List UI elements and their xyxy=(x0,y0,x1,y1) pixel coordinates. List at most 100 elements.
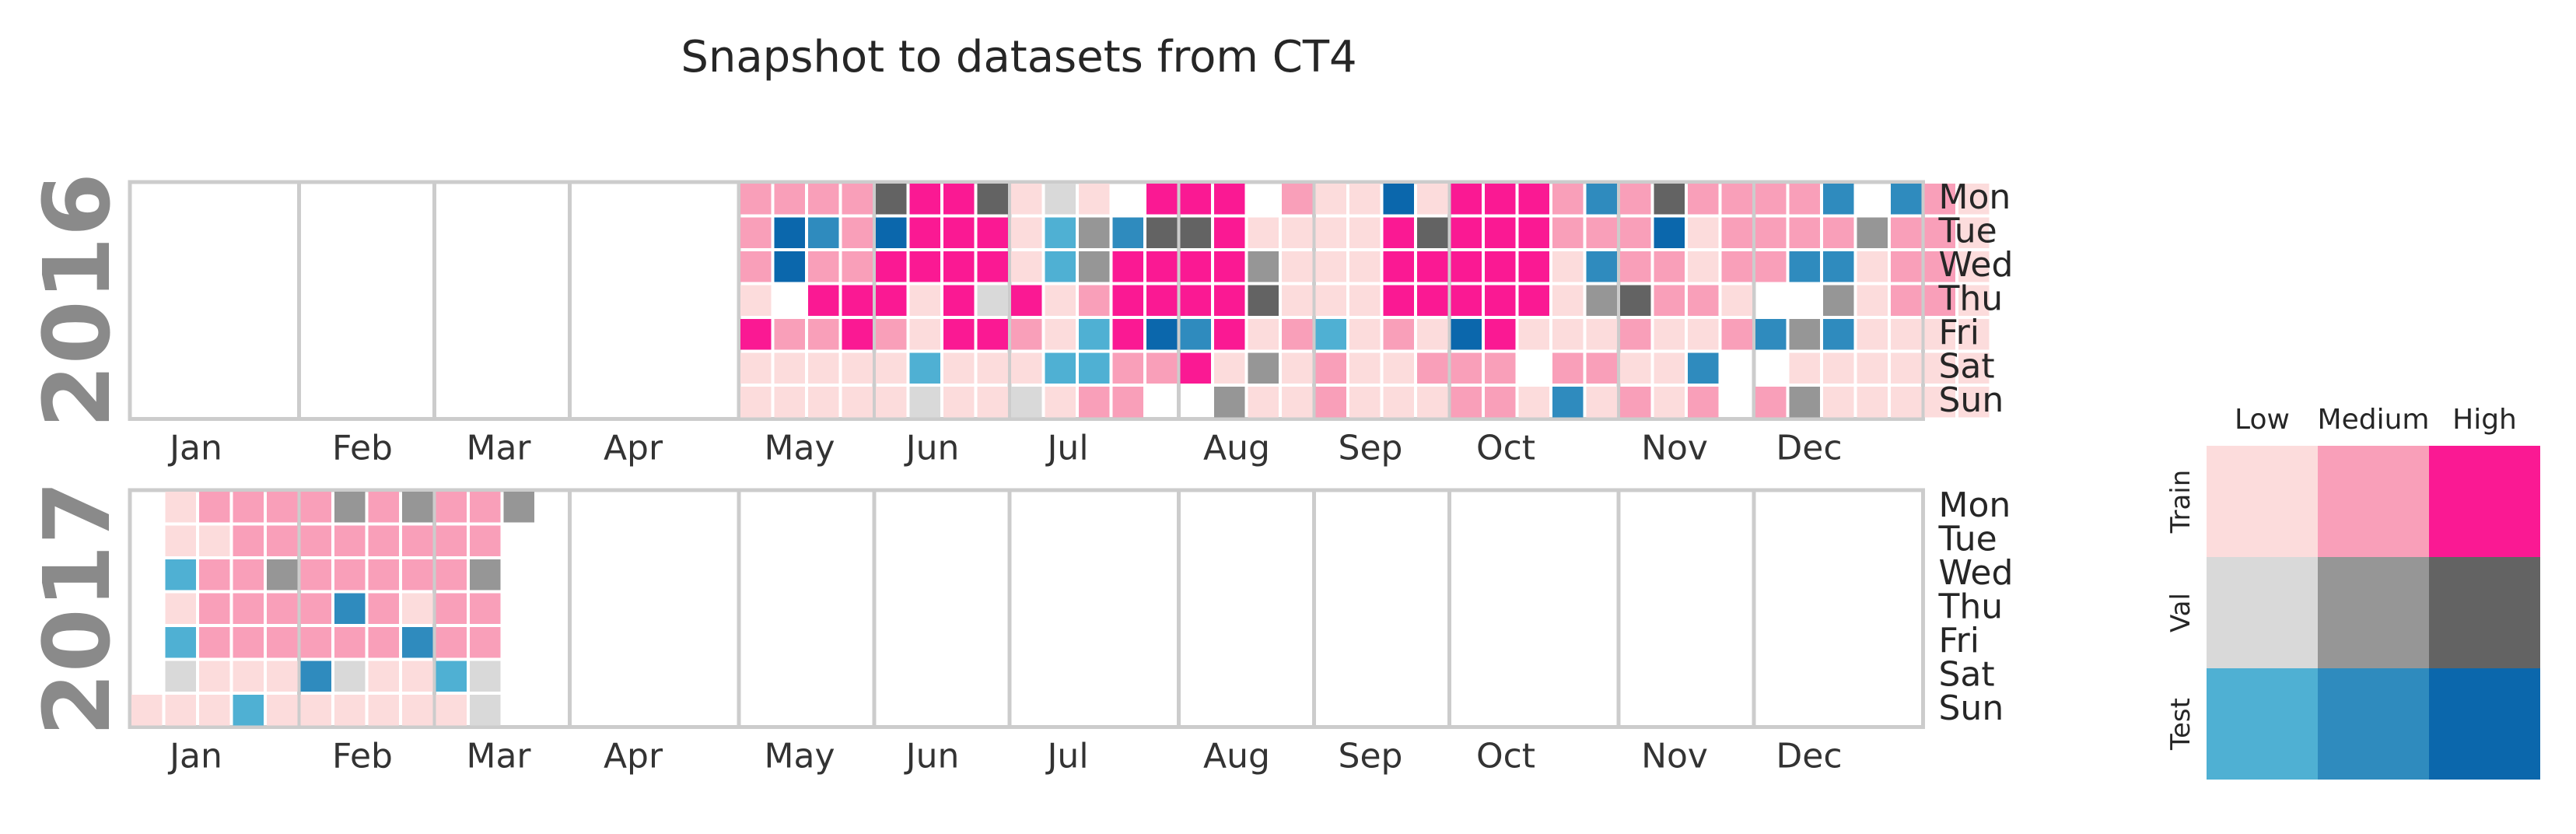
day-cell xyxy=(1282,352,1313,384)
day-cell xyxy=(300,661,331,692)
day-cell xyxy=(1451,285,1482,316)
day-cell xyxy=(199,525,230,556)
day-cell xyxy=(943,184,975,215)
day-cell xyxy=(1315,352,1346,384)
day-cell xyxy=(1857,217,1888,248)
day-cell xyxy=(233,559,264,590)
day-cell xyxy=(1383,352,1414,384)
day-cell xyxy=(1349,217,1381,248)
day-cell xyxy=(1248,319,1279,350)
day-cell xyxy=(1451,352,1482,384)
day-cell xyxy=(842,184,873,215)
weekday-label: Sat xyxy=(1939,654,1995,694)
year-label: 2016 xyxy=(23,173,131,428)
day-cell xyxy=(1688,319,1719,350)
day-cell xyxy=(1045,217,1076,248)
day-cell xyxy=(876,319,907,350)
day-cell xyxy=(1620,352,1651,384)
month-label: Dec xyxy=(1776,429,1842,468)
day-cell xyxy=(740,285,772,316)
day-cell xyxy=(165,661,196,692)
day-cell xyxy=(1011,352,1042,384)
legend-column-label: Medium xyxy=(2318,404,2430,436)
day-cell xyxy=(1823,251,1854,282)
day-cell xyxy=(436,661,467,692)
day-cell xyxy=(1248,217,1279,248)
day-cell xyxy=(1518,251,1549,282)
day-cell xyxy=(436,492,467,523)
day-cell xyxy=(808,184,839,215)
weekday-label: Sun xyxy=(1939,380,2004,420)
day-cell xyxy=(1214,217,1245,248)
day-cell xyxy=(977,285,1008,316)
day-cell xyxy=(1654,352,1685,384)
day-cell xyxy=(1958,217,1990,248)
day-cell xyxy=(1282,387,1313,418)
color-legend: Low Medium High Train Val Test xyxy=(2165,404,2540,780)
day-cell xyxy=(1214,285,1245,316)
month-label: Jan xyxy=(167,429,222,468)
day-cell xyxy=(368,525,399,556)
day-cell xyxy=(1958,319,1990,350)
day-cell xyxy=(1383,387,1414,418)
day-cell xyxy=(1721,184,1752,215)
day-cell xyxy=(1586,184,1617,215)
day-cell xyxy=(1011,319,1042,350)
day-cell xyxy=(402,627,433,658)
day-cell xyxy=(977,217,1008,248)
day-cell xyxy=(436,593,467,624)
day-cell xyxy=(1485,251,1516,282)
day-cell xyxy=(1823,352,1854,384)
day-cell xyxy=(1045,387,1076,418)
day-cell xyxy=(909,352,940,384)
day-cell xyxy=(368,593,399,624)
day-cell xyxy=(1485,285,1516,316)
day-cell xyxy=(1045,319,1076,350)
day-cell xyxy=(1383,217,1414,248)
legend-row-label: Train xyxy=(2165,470,2196,534)
day-cell xyxy=(368,695,399,726)
day-cell xyxy=(1924,285,1955,316)
day-cell xyxy=(199,695,230,726)
month-label: Jan xyxy=(167,737,222,776)
day-cell xyxy=(1891,352,1922,384)
legend-column-label: Low xyxy=(2235,404,2290,436)
day-cell xyxy=(1552,285,1584,316)
day-cell xyxy=(1823,387,1854,418)
day-cell xyxy=(470,627,501,658)
day-cell xyxy=(1451,184,1482,215)
day-cell xyxy=(1586,285,1617,316)
month-label: Nov xyxy=(1641,737,1708,776)
day-cell xyxy=(1315,319,1346,350)
day-cell xyxy=(774,387,805,418)
day-cell xyxy=(165,525,196,556)
legend-swatch xyxy=(2429,557,2540,668)
day-cell xyxy=(1214,319,1245,350)
day-cell xyxy=(300,593,331,624)
day-cell xyxy=(1079,184,1110,215)
day-cell xyxy=(1045,285,1076,316)
year-frame xyxy=(128,180,1925,421)
day-cell xyxy=(1552,217,1584,248)
day-cell xyxy=(233,525,264,556)
day-cell xyxy=(1112,319,1143,350)
day-cell xyxy=(1620,285,1651,316)
day-cell xyxy=(1349,184,1381,215)
day-cell xyxy=(1789,184,1820,215)
day-cell xyxy=(233,695,264,726)
day-cell xyxy=(740,352,772,384)
day-cell xyxy=(1417,319,1448,350)
day-cell xyxy=(1112,352,1143,384)
day-cell xyxy=(977,319,1008,350)
day-cell xyxy=(1383,285,1414,316)
day-cell xyxy=(1349,319,1381,350)
day-cell xyxy=(1417,184,1448,215)
day-cell xyxy=(977,251,1008,282)
month-label: Sep xyxy=(1339,737,1403,776)
day-cell xyxy=(470,593,501,624)
day-cell xyxy=(1620,184,1651,215)
day-cell xyxy=(1079,285,1110,316)
day-cell xyxy=(1891,319,1922,350)
day-cell xyxy=(1721,217,1752,248)
